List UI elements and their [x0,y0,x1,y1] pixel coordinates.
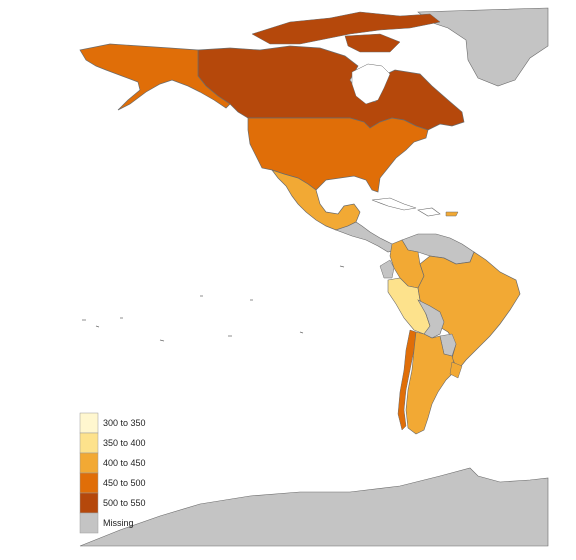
region-canada [197,45,465,131]
legend-item: 350 to 400 [79,432,146,454]
region-argentina [405,331,457,435]
region-cuba [371,197,417,211]
region-uruguay [449,361,463,379]
legend-swatch [79,452,99,474]
region-ecuador [379,259,395,279]
legend-swatch [79,432,99,454]
legend-label: Missing [103,518,134,528]
region-hispaniola [417,207,441,217]
legend-item: 450 to 500 [79,472,146,494]
region-greenland [417,7,549,87]
legend-item: 400 to 450 [79,452,146,474]
legend-label: 500 to 550 [103,498,146,508]
legend-swatch [79,472,99,494]
legend-item: 500 to 550 [79,492,146,514]
legend-label: 350 to 400 [103,438,146,448]
legend-swatch [79,412,99,434]
legend-swatch [79,492,99,514]
region-arctic-islands-2 [344,33,401,53]
legend-label: 450 to 500 [103,478,146,488]
region-puerto-rico [445,211,459,217]
legend-item: Missing [79,512,134,534]
region-antarctica [79,467,549,547]
legend-label: 300 to 350 [103,418,146,428]
pacific-islands [82,265,345,342]
region-united-states [247,117,429,193]
legend-swatch [79,512,99,534]
region-mexico [271,169,361,231]
map-legend: 300 to 350 350 to 400 400 to 450 450 to 500… [79,412,146,534]
hudson-bay [351,63,391,105]
legend-item: 300 to 350 [79,412,146,434]
region-alaska [79,43,231,111]
legend-label: 400 to 450 [103,458,146,468]
region-arctic-islands [251,11,441,45]
region-bolivia [417,299,445,339]
